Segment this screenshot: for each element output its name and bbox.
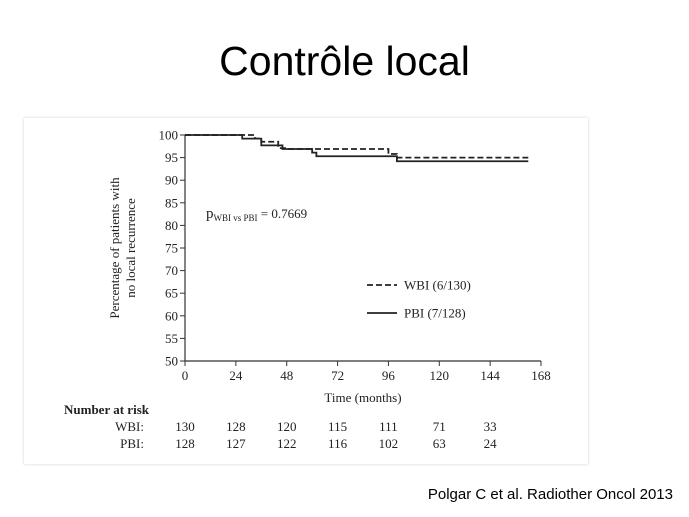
y-axis-title-line2: no local recurrence [123,198,138,298]
y-tick-label: 75 [165,241,178,256]
x-tick-label: 144 [480,368,500,383]
x-tick-label: 120 [430,368,450,383]
y-tick-label: 85 [165,195,178,210]
y-tick-label: 50 [165,354,178,369]
risk-count: 128 [226,419,246,434]
risk-count: 71 [433,419,446,434]
y-tick-label: 100 [159,128,179,143]
risk-count: 111 [379,419,398,434]
risk-count: 115 [328,419,347,434]
km-chart: 50 55 60 65 70 75 80 85 90 95 100 0 24 48 72 96 120 144 16… [64,128,551,452]
y-tick-label: 95 [165,150,178,165]
risk-count: 116 [328,436,348,451]
y-tick-label: 60 [165,308,178,323]
risk-count: 102 [379,436,399,451]
x-tick-label: 96 [382,368,396,383]
chart-axes: 50 55 60 65 70 75 80 85 90 95 100 0 24 48 72 96 120 144 16… [159,128,551,384]
risk-count: 120 [277,419,297,434]
y-tick-label: 70 [165,263,178,278]
series-line-pbi [185,134,529,163]
slide-title: Contrôle local [219,38,470,84]
risk-count: 127 [226,436,246,451]
x-tick-label: 48 [280,368,293,383]
p-value-annotation: pWBI vs PBI = 0.7669 [206,206,307,223]
chart-legend: WBI (6/130) PBI (7/128) [367,278,471,321]
x-tick-label: 72 [331,368,344,383]
x-axis-title: Time (months) [324,390,401,405]
figure-panel: 50 55 60 65 70 75 80 85 90 95 100 0 24 48 72 96 120 144 16… [24,118,588,464]
x-tick-label: 168 [531,368,551,383]
risk-count: 128 [175,436,195,451]
series-line-wbi [185,134,529,159]
chart-series [185,134,529,163]
p-subscript: WBI vs PBI [214,213,258,223]
y-tick-label: 90 [165,173,178,188]
risk-row-label-pbi: PBI: [120,436,144,451]
y-tick-label: 80 [165,218,178,233]
citation: Polgar C et al. Radiother Oncol 2013 [427,486,673,503]
legend-label-wbi: WBI (6/130) [404,278,471,293]
y-axis-title-line1: Percentage of patients with [107,177,122,319]
p-value: = 0.7669 [258,206,308,221]
p-prefix: p [206,206,214,222]
y-tick-label: 55 [165,331,178,346]
risk-count: 122 [277,436,297,451]
y-tick-label: 65 [165,286,178,301]
risk-count: 24 [484,436,498,451]
legend-label-pbi: PBI (7/128) [404,306,466,321]
x-tick-label: 0 [182,368,189,383]
risk-table-header: Number at risk [64,402,150,417]
risk-count: 130 [175,419,195,434]
risk-row-label-wbi: WBI: [115,419,144,434]
risk-count: 33 [484,419,497,434]
risk-count: 63 [433,436,446,451]
risk-table: Number at risk WBI: 130 128 120 115 111 71 33 PB… [64,402,497,451]
x-tick-label: 24 [229,368,243,383]
